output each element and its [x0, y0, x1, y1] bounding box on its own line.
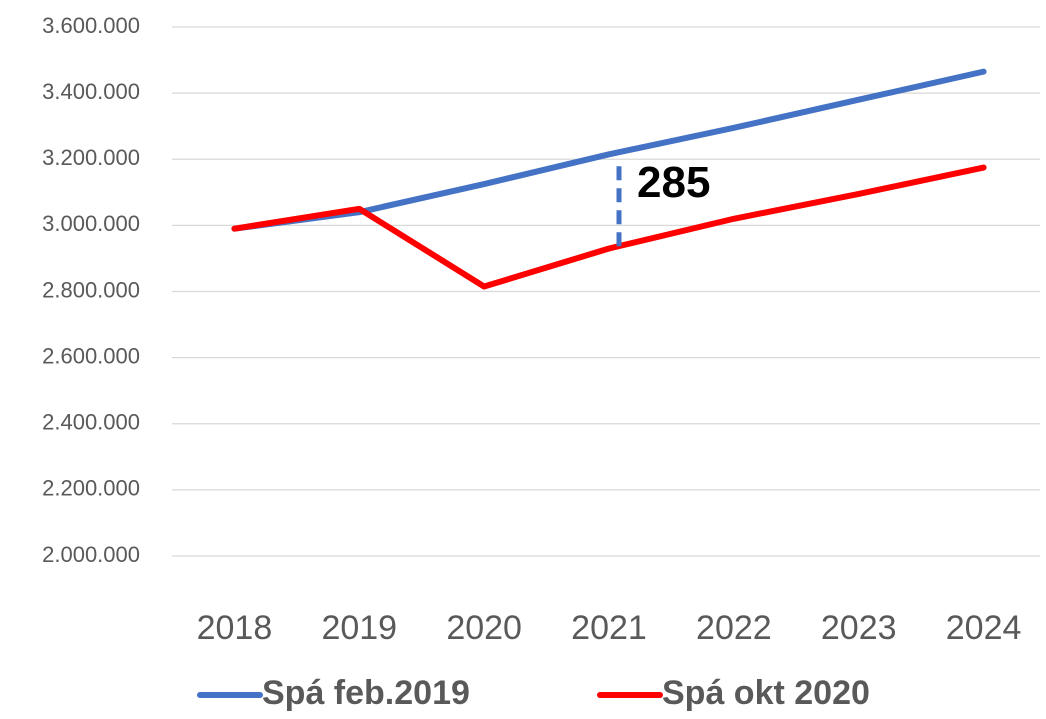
y-tick-label: 2.600.000: [42, 343, 140, 368]
x-tick-label: 2020: [446, 609, 522, 647]
legend-label: Spá feb.2019: [262, 674, 470, 712]
y-tick-label: 2.200.000: [42, 476, 140, 501]
y-tick-label: 3.000.000: [42, 211, 140, 236]
y-tick-label: 2.400.000: [42, 410, 140, 435]
y-tick-label: 2.800.000: [42, 277, 140, 302]
x-tick-label: 2018: [197, 609, 273, 647]
x-tick-label: 2023: [821, 609, 897, 647]
y-tick-label: 3.200.000: [42, 145, 140, 170]
legend-label: Spá okt 2020: [662, 674, 870, 712]
y-tick-label: 3.400.000: [42, 79, 140, 104]
y-tick-label: 2.000.000: [42, 542, 140, 567]
annotation: 285: [637, 158, 710, 207]
x-tick-label: 2024: [946, 609, 1022, 647]
series-line: [231, 68, 987, 232]
y-tick-label: 3.600.000: [42, 13, 140, 38]
x-tick-label: 2019: [321, 609, 397, 647]
x-tick-label: 2021: [571, 609, 647, 647]
x-tick-label: 2022: [696, 609, 772, 647]
series-line: [231, 164, 987, 290]
